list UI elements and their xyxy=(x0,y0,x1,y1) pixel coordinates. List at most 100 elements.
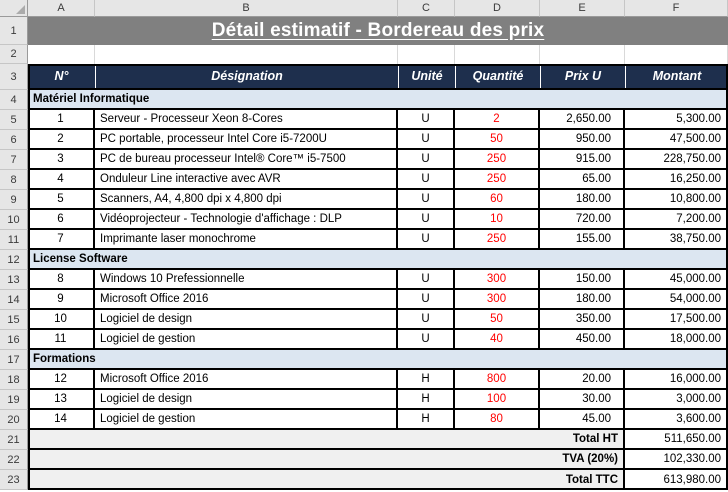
cell-unit[interactable]: U xyxy=(398,310,455,328)
cell-unit-price[interactable]: 350.00 xyxy=(540,310,625,328)
empty-row-2[interactable] xyxy=(28,45,728,64)
section-label[interactable]: Matériel Informatique xyxy=(33,93,150,105)
gridline-cell[interactable] xyxy=(540,45,625,64)
row-header-21[interactable]: 21 xyxy=(0,430,28,450)
cell-unit[interactable]: U xyxy=(398,290,455,308)
cell-unit-price[interactable]: 950.00 xyxy=(540,130,625,148)
cell-amount[interactable]: 228,750.00 xyxy=(663,153,721,165)
cell-qty[interactable]: 300 xyxy=(455,290,540,308)
row-header-16[interactable]: 16 xyxy=(0,330,28,350)
row-header-1[interactable]: 1 xyxy=(0,17,28,45)
header-cell-unit[interactable]: Unité xyxy=(398,64,455,88)
cell-unit[interactable]: U xyxy=(398,130,455,148)
cell-designation[interactable]: Serveur - Processeur Xeon 8-Cores xyxy=(95,110,398,128)
cell-num[interactable]: 6 xyxy=(28,210,95,228)
cell-qty[interactable]: 2 xyxy=(455,110,540,128)
row-header-23[interactable]: 23 xyxy=(0,470,28,490)
cell-amount[interactable]: 38,750.00 xyxy=(669,233,721,245)
cell-designation[interactable]: Onduleur Line interactive avec AVR xyxy=(95,170,398,188)
gridline-cell[interactable] xyxy=(625,45,728,64)
cell-unit-price[interactable]: 180.00 xyxy=(540,290,625,308)
header-cell-designation[interactable]: Désignation xyxy=(95,64,398,88)
row-header-9[interactable]: 9 xyxy=(0,190,28,210)
cell-amount[interactable]: 16,000.00 xyxy=(669,373,721,385)
cell-unit[interactable]: U xyxy=(398,170,455,188)
cell-unit[interactable]: U xyxy=(398,270,455,288)
cell-num[interactable]: 2 xyxy=(28,130,95,148)
cell-num[interactable]: 4 xyxy=(28,170,95,188)
cell-unit[interactable]: U xyxy=(398,150,455,168)
cell-unit-price[interactable]: 2,650.00 xyxy=(540,110,625,128)
total-label[interactable]: Total HT xyxy=(28,430,625,448)
cell-qty[interactable]: 80 xyxy=(455,410,540,428)
row-header-13[interactable]: 13 xyxy=(0,270,28,290)
cell-amount[interactable]: 45,000.00 xyxy=(669,273,721,285)
row-header-5[interactable]: 5 xyxy=(0,110,28,130)
header-cell-qty[interactable]: Quantité xyxy=(455,64,540,88)
header-cell-num[interactable]: N° xyxy=(54,69,69,83)
row-header-4[interactable]: 4 xyxy=(0,90,28,110)
column-header-a[interactable]: A xyxy=(28,0,95,17)
cell-designation[interactable]: Windows 10 Prefessionnelle xyxy=(95,270,398,288)
cell-num[interactable]: 8 xyxy=(28,270,95,288)
column-header-c[interactable]: C xyxy=(398,0,455,17)
cell-designation[interactable]: Microsoft Office 2016 xyxy=(95,370,398,388)
row-header-17[interactable]: 17 xyxy=(0,350,28,370)
cell-unit[interactable]: H xyxy=(398,410,455,428)
cell-qty[interactable]: 300 xyxy=(455,270,540,288)
cell-designation[interactable]: Vidéoprojecteur - Technologie d'affichag… xyxy=(95,210,398,228)
cell-unit-price[interactable]: 180.00 xyxy=(540,190,625,208)
cell-unit-price[interactable]: 450.00 xyxy=(540,330,625,348)
cell-num[interactable]: 9 xyxy=(28,290,95,308)
row-header-22[interactable]: 22 xyxy=(0,450,28,470)
cell-designation[interactable]: Scanners, A4, 4,800 dpi x 4,800 dpi xyxy=(95,190,398,208)
cell-qty[interactable]: 250 xyxy=(455,170,540,188)
cell-unit[interactable]: H xyxy=(398,370,455,388)
cell-amount[interactable]: 7,200.00 xyxy=(676,213,721,225)
cell-num[interactable]: 7 xyxy=(28,230,95,248)
row-header-12[interactable]: 12 xyxy=(0,250,28,270)
gridline-cell[interactable] xyxy=(95,45,398,64)
cell-qty[interactable]: 800 xyxy=(455,370,540,388)
row-header-8[interactable]: 8 xyxy=(0,170,28,190)
row-header-7[interactable]: 7 xyxy=(0,150,28,170)
cell-unit-price[interactable]: 20.00 xyxy=(540,370,625,388)
cell-qty[interactable]: 60 xyxy=(455,190,540,208)
cell-qty[interactable]: 50 xyxy=(455,310,540,328)
column-header-f[interactable]: F xyxy=(625,0,728,17)
gridline-cell[interactable] xyxy=(28,45,95,64)
row-header-6[interactable]: 6 xyxy=(0,130,28,150)
cell-unit-price[interactable]: 915.00 xyxy=(540,150,625,168)
gridline-cell[interactable] xyxy=(455,45,540,64)
total-value[interactable]: 613,980.00 xyxy=(625,470,728,490)
select-all-corner[interactable] xyxy=(0,0,28,17)
title-cell[interactable]: Détail estimatif - Bordereau des prix xyxy=(28,17,728,45)
row-header-15[interactable]: 15 xyxy=(0,310,28,330)
cell-amount[interactable]: 3,000.00 xyxy=(676,393,721,405)
cell-num[interactable]: 13 xyxy=(28,390,95,408)
section-label[interactable]: License Software xyxy=(33,253,128,265)
cell-unit[interactable]: H xyxy=(398,390,455,408)
cell-num[interactable]: 3 xyxy=(28,150,95,168)
cell-num[interactable]: 5 xyxy=(28,190,95,208)
total-label[interactable]: Total TTC xyxy=(28,470,625,490)
column-header-b[interactable]: B xyxy=(95,0,398,17)
cell-amount[interactable]: 5,300.00 xyxy=(676,113,721,125)
cell-designation[interactable]: Microsoft Office 2016 xyxy=(95,290,398,308)
cell-unit[interactable]: U xyxy=(398,190,455,208)
cell-amount[interactable]: 54,000.00 xyxy=(669,293,721,305)
cell-amount[interactable]: 17,500.00 xyxy=(669,313,721,325)
cell-amount[interactable]: 18,000.00 xyxy=(669,333,721,345)
row-header-3[interactable]: 3 xyxy=(0,64,28,90)
cell-num[interactable]: 1 xyxy=(28,110,95,128)
row-header-18[interactable]: 18 xyxy=(0,370,28,390)
row-header-11[interactable]: 11 xyxy=(0,230,28,250)
cell-designation[interactable]: PC de bureau processeur Intel® Core™ i5-… xyxy=(95,150,398,168)
cell-designation[interactable]: Imprimante laser monochrome xyxy=(95,230,398,248)
section-label[interactable]: Formations xyxy=(33,353,96,365)
cell-qty[interactable]: 250 xyxy=(455,230,540,248)
cell-amount[interactable]: 10,800.00 xyxy=(669,193,721,205)
total-value[interactable]: 102,330.00 xyxy=(625,450,728,468)
cell-designation[interactable]: Logiciel de gestion xyxy=(95,410,398,428)
cell-designation[interactable]: PC portable, processeur Intel Core i5-72… xyxy=(95,130,398,148)
